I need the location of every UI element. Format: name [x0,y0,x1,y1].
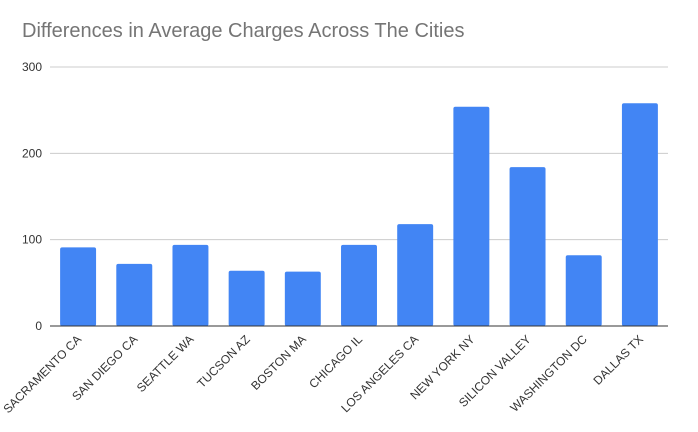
bar-2[interactable] [172,244,209,326]
y-tick-label: 200 [22,146,42,160]
bar-3[interactable] [228,270,265,326]
bar-8[interactable] [509,167,546,326]
x-tick-label: SEATTLE WA [134,332,197,395]
bar-6[interactable] [397,224,434,326]
y-tick-label: 100 [22,233,42,247]
bar-1[interactable] [116,263,153,326]
bar-0[interactable] [60,247,97,326]
x-tick-label: TUCSON AZ [194,332,252,390]
x-tick-label: BOSTON MA [248,332,309,393]
bar-5[interactable] [341,244,377,326]
y-tick-label: 300 [22,60,42,74]
bar-9[interactable] [565,255,602,326]
x-tick-label: CHICAGO IL [306,332,365,391]
bar-7[interactable] [453,106,490,326]
bar-4[interactable] [284,271,321,326]
x-tick-label: DALLAS TX [591,332,646,387]
y-tick-label: 0 [35,319,42,333]
x-tick-label: SACRAMENTO CA [0,332,84,416]
bar-10[interactable] [621,103,658,326]
chart-title: Differences in Average Charges Across Th… [22,20,465,42]
